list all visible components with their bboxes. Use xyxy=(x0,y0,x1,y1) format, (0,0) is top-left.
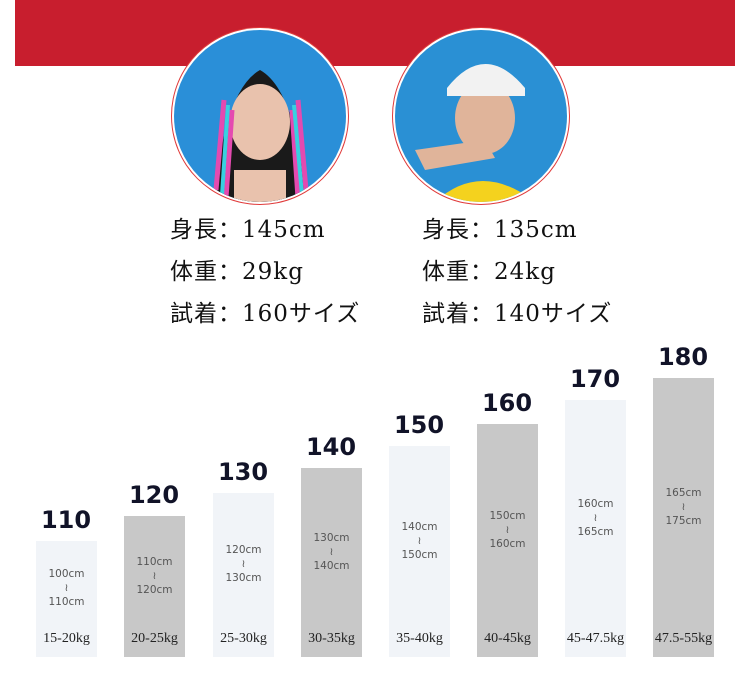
model-2-height: 身長：135cm xyxy=(422,217,578,243)
model-girl-photo xyxy=(174,30,346,202)
weight-range: 15-20kg xyxy=(43,631,90,646)
height-range: 140cm ≀ 150cm xyxy=(389,520,450,562)
weight-range: 45-47.5kg xyxy=(566,631,625,646)
model-boy-photo xyxy=(395,30,567,202)
size-bar: 120cm ≀ 130cm 25-30kg xyxy=(213,493,274,657)
height-range-from: 160cm xyxy=(577,497,614,510)
size-label: 140 xyxy=(305,433,357,461)
height-range-to: 120cm xyxy=(136,583,173,596)
weight-range: 30-35kg xyxy=(308,631,355,646)
height-range-from: 120cm xyxy=(225,544,262,556)
model-2-info: 身長：135cm 体重：24kg 試着：140サイズ xyxy=(422,209,612,335)
size-label: 170 xyxy=(569,365,621,393)
height-range-sep: ≀ xyxy=(241,558,246,570)
height-range: 165cm ≀ 175cm xyxy=(653,486,714,528)
height-range-sep: ≀ xyxy=(64,582,69,594)
height-range-to: 130cm xyxy=(225,572,262,584)
height-range-sep: ≀ xyxy=(505,523,510,536)
header-band xyxy=(15,0,735,66)
model-1-tried-size: 試着：160サイズ xyxy=(170,301,361,327)
height-range: 160cm ≀ 165cm xyxy=(565,497,626,539)
height-range-to: 160cm xyxy=(489,537,526,550)
height-range-to: 165cm xyxy=(577,525,614,538)
size-label: 180 xyxy=(657,343,709,371)
weight-range: 40-45kg xyxy=(484,631,531,646)
height-range: 120cm ≀ 130cm xyxy=(213,543,274,585)
height-range-sep: ≀ xyxy=(417,534,422,547)
weight-range: 20-25kg xyxy=(131,631,178,646)
model-1-height: 身長：145cm xyxy=(170,217,326,243)
size-label: 110 xyxy=(40,506,92,534)
height-range: 150cm ≀ 160cm xyxy=(477,509,538,551)
size-bar: 110cm ≀ 120cm 20-25kg xyxy=(124,516,185,657)
weight-range: 25-30kg xyxy=(220,631,267,646)
height-range-from: 165cm xyxy=(665,486,702,499)
height-range-sep: ≀ xyxy=(681,500,686,513)
height-range-from: 110cm xyxy=(136,555,173,568)
height-range-sep: ≀ xyxy=(329,545,334,558)
size-label: 150 xyxy=(393,411,445,439)
model-1-weight: 体重：29kg xyxy=(170,259,304,285)
height-range-sep: ≀ xyxy=(593,511,598,524)
height-range-from: 140cm xyxy=(401,520,438,533)
size-bar: 160cm ≀ 165cm 45-47.5kg xyxy=(565,400,626,657)
size-label: 130 xyxy=(217,458,269,486)
size-bar: 140cm ≀ 150cm 35-40kg xyxy=(389,446,450,657)
height-range-sep: ≀ xyxy=(152,569,157,582)
size-bar: 165cm ≀ 175cm 47.5-55kg xyxy=(653,378,714,657)
weight-range: 47.5-55kg xyxy=(654,631,713,646)
height-range-to: 175cm xyxy=(665,514,702,527)
height-range-to: 110cm xyxy=(48,596,85,608)
model-1-info: 身長：145cm 体重：29kg 試着：160サイズ xyxy=(170,209,360,335)
model-2-tried-size: 試着：140サイズ xyxy=(422,301,613,327)
height-range-from: 150cm xyxy=(489,509,526,522)
weight-range: 35-40kg xyxy=(396,631,443,646)
size-bar: 100cm ≀ 110cm 15-20kg xyxy=(36,541,97,657)
size-bar: 130cm ≀ 140cm 30-35kg xyxy=(301,468,362,657)
height-range-from: 100cm xyxy=(48,568,85,580)
height-range: 130cm ≀ 140cm xyxy=(301,531,362,573)
size-label: 120 xyxy=(128,481,180,509)
model-2-weight: 体重：24kg xyxy=(422,259,556,285)
height-range-to: 140cm xyxy=(313,559,350,572)
size-bar: 150cm ≀ 160cm 40-45kg xyxy=(477,424,538,657)
height-range: 110cm ≀ 120cm xyxy=(124,555,185,597)
height-range: 100cm ≀ 110cm xyxy=(36,567,97,609)
height-range-to: 150cm xyxy=(401,548,438,561)
size-label: 160 xyxy=(481,389,533,417)
height-range-from: 130cm xyxy=(313,531,350,544)
